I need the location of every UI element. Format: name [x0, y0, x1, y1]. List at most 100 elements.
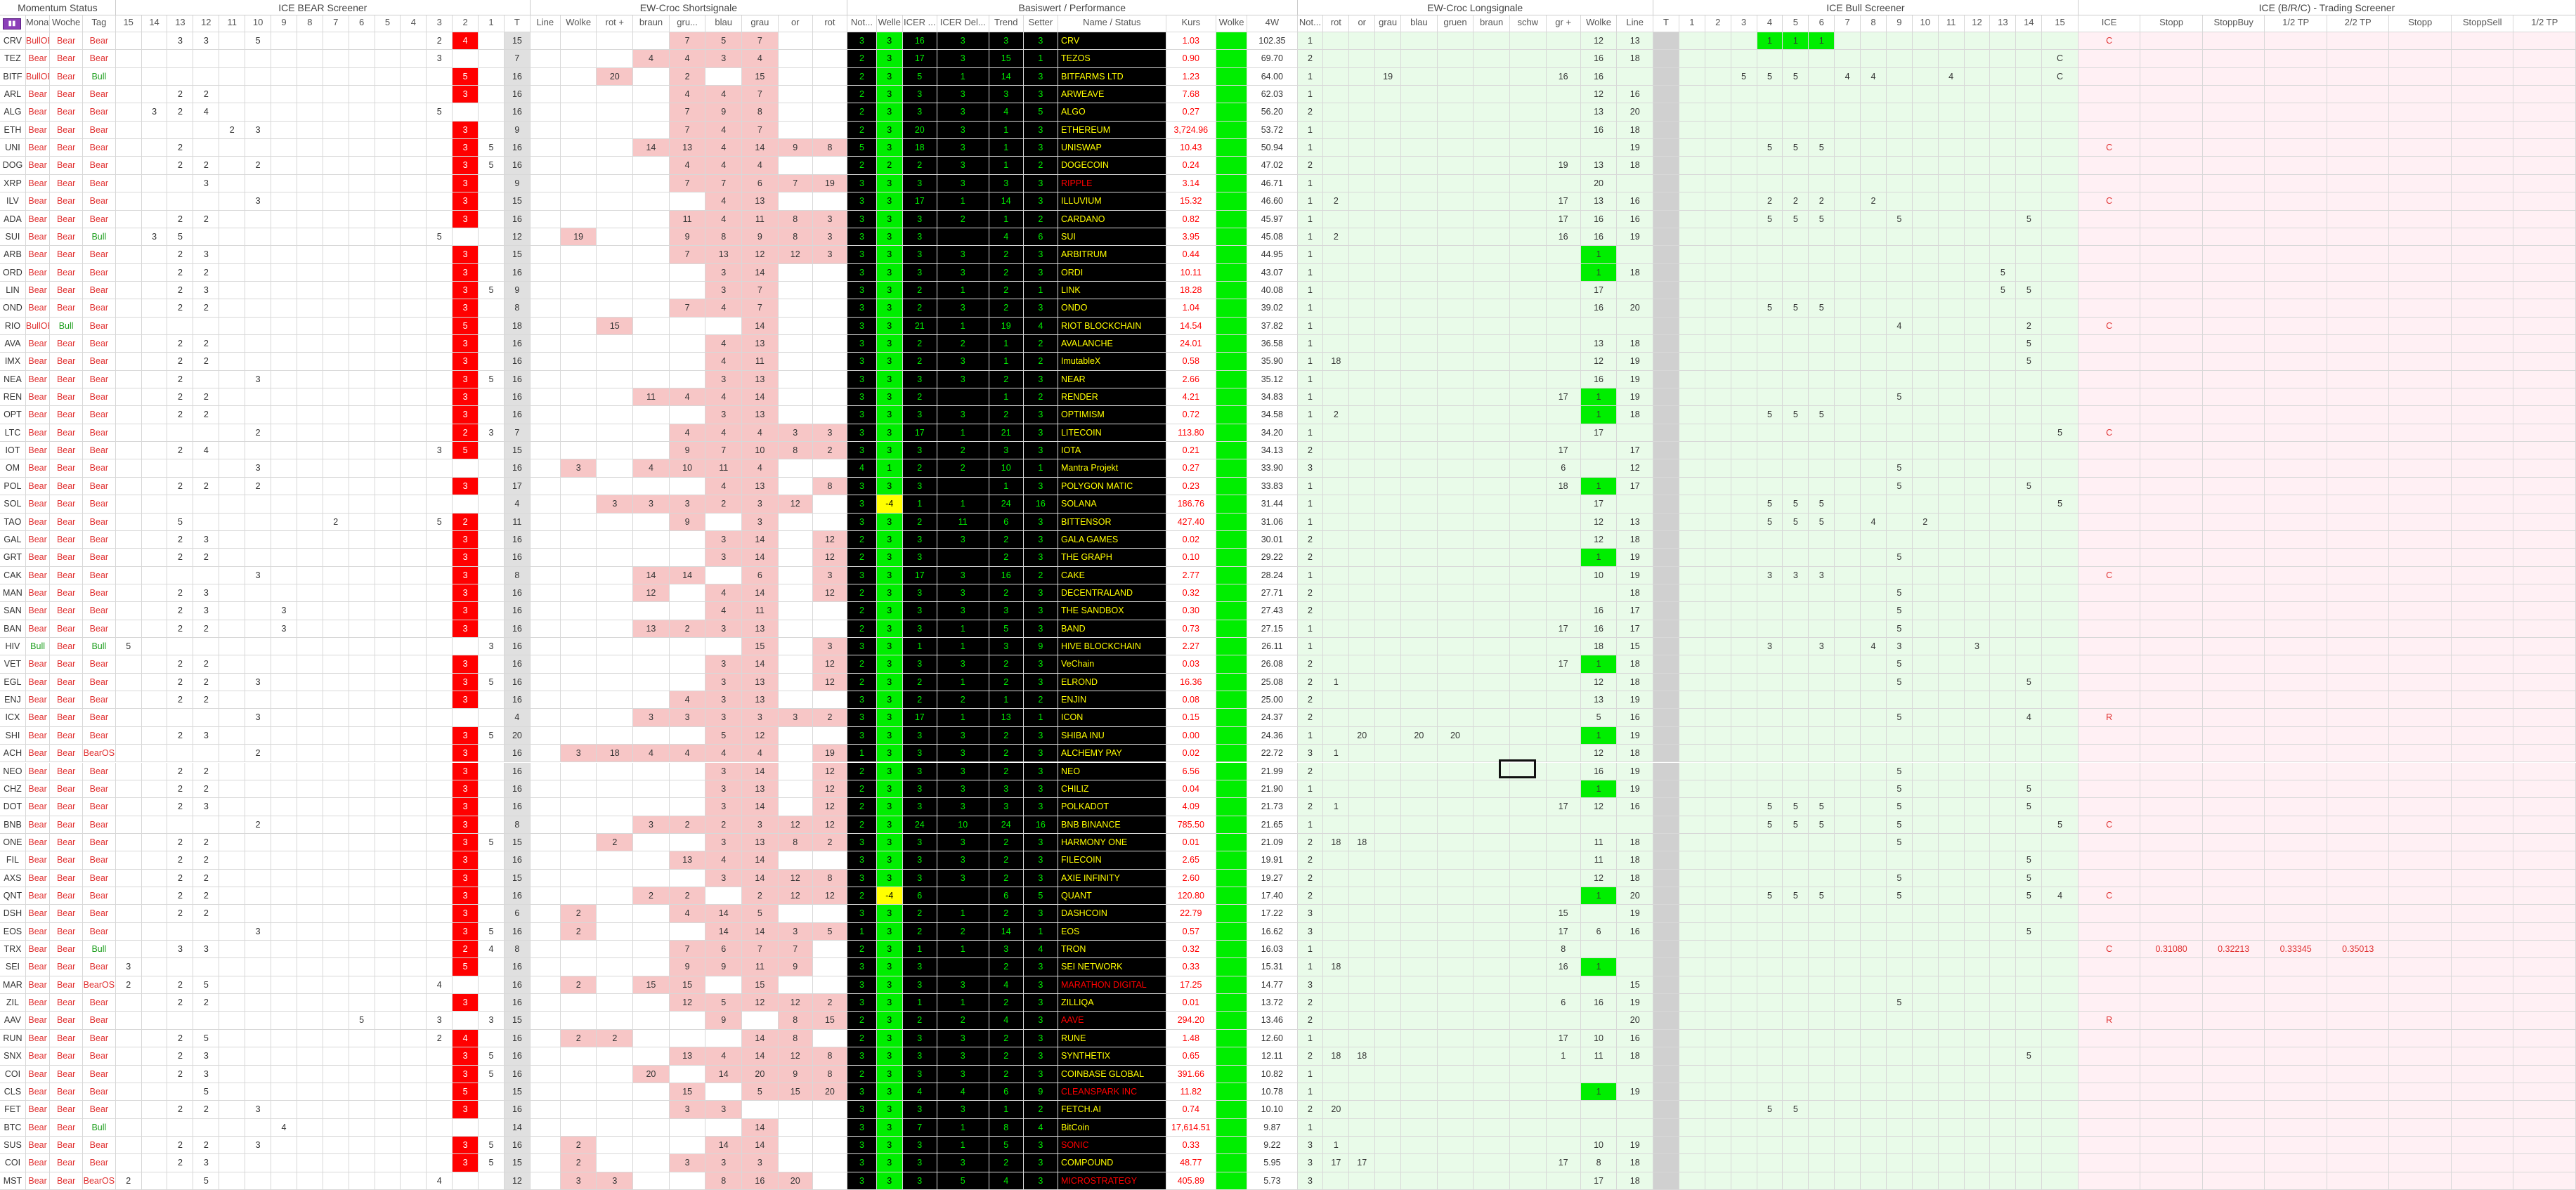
column-header[interactable]: StoppBuy [2202, 15, 2265, 32]
grid-cell[interactable] [2016, 638, 2043, 656]
grid-cell[interactable] [115, 530, 142, 549]
grid-cell[interactable] [1990, 174, 2017, 193]
grid-cell[interactable] [1375, 602, 1402, 620]
grid-cell[interactable]: 16 [504, 406, 531, 424]
grid-cell[interactable]: Bear [83, 406, 116, 424]
grid-cell[interactable]: 7 [742, 281, 779, 300]
grid-cell[interactable] [1705, 370, 1731, 389]
grid-cell[interactable] [1323, 1083, 1350, 1101]
grid-cell[interactable] [1679, 477, 1705, 496]
grid-cell[interactable]: Bear [25, 228, 51, 247]
grid-cell[interactable]: 16 [1580, 994, 1618, 1012]
grid-cell[interactable]: 3 [876, 816, 903, 834]
grid-cell[interactable] [2265, 602, 2327, 620]
grid-cell[interactable]: 3 [902, 851, 937, 870]
grid-cell[interactable] [1216, 549, 1248, 567]
grid-cell[interactable]: 2 [989, 673, 1024, 692]
grid-cell[interactable] [2016, 1083, 2043, 1101]
grid-cell[interactable]: 3 [1023, 299, 1058, 318]
grid-cell[interactable]: 2 [989, 958, 1024, 976]
grid-cell[interactable]: 1 [937, 424, 989, 443]
grid-cell[interactable] [1809, 549, 1835, 567]
grid-cell[interactable]: 9 [504, 121, 531, 140]
grid-cell[interactable]: Bear [83, 602, 116, 620]
grid-cell[interactable]: 3 [989, 780, 1024, 799]
grid-cell[interactable] [1938, 851, 1965, 870]
grid-cell[interactable] [1375, 424, 1402, 443]
grid-cell[interactable] [2513, 1047, 2576, 1066]
grid-cell[interactable]: 18 [1617, 584, 1654, 603]
grid-cell[interactable] [1990, 584, 2017, 603]
asset-name-cell[interactable]: ALGO [1058, 103, 1166, 122]
grid-cell[interactable] [1375, 157, 1402, 175]
grid-cell[interactable] [633, 994, 670, 1012]
grid-cell[interactable]: 2 [1297, 584, 1324, 603]
grid-cell[interactable]: 1 [989, 139, 1024, 157]
grid-cell[interactable] [633, 780, 670, 799]
grid-cell[interactable] [1705, 602, 1731, 620]
grid-cell[interactable]: 33.90 [1247, 459, 1298, 478]
grid-cell[interactable] [1349, 246, 1376, 264]
grid-cell[interactable] [349, 869, 375, 887]
grid-cell[interactable] [1653, 1101, 1679, 1119]
grid-cell[interactable] [1653, 495, 1679, 514]
grid-cell[interactable]: 16 [504, 210, 531, 228]
grid-cell[interactable] [530, 905, 561, 923]
grid-cell[interactable] [141, 745, 168, 763]
grid-cell[interactable] [1375, 50, 1402, 68]
grid-cell[interactable] [778, 691, 813, 710]
grid-cell[interactable] [193, 513, 220, 531]
grid-cell[interactable]: 4 [193, 442, 220, 460]
grid-cell[interactable] [530, 281, 561, 300]
grid-cell[interactable]: 15.32 [1166, 192, 1216, 211]
grid-cell[interactable] [271, 655, 297, 674]
grid-cell[interactable] [2389, 192, 2452, 211]
grid-cell[interactable] [2078, 798, 2141, 816]
grid-cell[interactable]: 0.72 [1166, 406, 1216, 424]
grid-cell[interactable]: 1 [1297, 228, 1324, 247]
grid-cell[interactable]: 13 [1617, 513, 1654, 531]
grid-cell[interactable] [1474, 424, 1510, 443]
grid-cell[interactable] [141, 941, 168, 959]
grid-cell[interactable] [1861, 709, 1887, 727]
grid-cell[interactable] [1216, 246, 1248, 264]
grid-cell[interactable]: 2 [167, 139, 194, 157]
grid-cell[interactable] [349, 1172, 375, 1190]
grid-cell[interactable]: 3 [847, 833, 877, 852]
grid-cell[interactable] [1401, 922, 1438, 941]
grid-cell[interactable] [1757, 477, 1783, 496]
grid-cell[interactable] [1938, 816, 1965, 834]
grid-cell[interactable] [2513, 139, 2576, 157]
grid-cell[interactable] [115, 370, 142, 389]
grid-cell[interactable] [560, 121, 597, 140]
grid-cell[interactable]: 5 [1757, 513, 1783, 531]
grid-cell[interactable] [349, 584, 375, 603]
grid-cell[interactable]: 8 [812, 139, 847, 157]
grid-cell[interactable] [401, 139, 427, 157]
grid-cell[interactable] [297, 353, 323, 371]
grid-cell[interactable]: Bear [25, 1172, 51, 1190]
grid-cell[interactable] [2389, 317, 2452, 335]
grid-cell[interactable]: 3 [847, 566, 877, 584]
asset-name-cell[interactable]: COINBASE GLOBAL [1058, 1065, 1166, 1083]
grid-cell[interactable]: 3 [1023, 370, 1058, 389]
grid-cell[interactable] [530, 602, 561, 620]
grid-cell[interactable] [1731, 549, 1757, 567]
grid-cell[interactable] [1938, 887, 1965, 905]
grid-cell[interactable] [1783, 620, 1809, 639]
grid-cell[interactable]: 17.40 [1247, 887, 1298, 905]
grid-cell[interactable] [1401, 139, 1438, 157]
grid-cell[interactable]: 3 [1023, 424, 1058, 443]
grid-cell[interactable] [530, 673, 561, 692]
grid-cell[interactable]: Bear [83, 353, 116, 371]
grid-cell[interactable]: 3 [453, 994, 479, 1012]
grid-cell[interactable] [297, 922, 323, 941]
grid-cell[interactable]: 4 [705, 388, 743, 407]
grid-cell[interactable] [2202, 210, 2265, 228]
grid-cell[interactable] [349, 1029, 375, 1048]
ticker-cell[interactable]: ICX [0, 709, 26, 727]
grid-cell[interactable] [219, 335, 246, 353]
grid-cell[interactable] [1705, 976, 1731, 995]
grid-cell[interactable] [560, 869, 597, 887]
grid-cell[interactable]: 0.82 [1166, 210, 1216, 228]
